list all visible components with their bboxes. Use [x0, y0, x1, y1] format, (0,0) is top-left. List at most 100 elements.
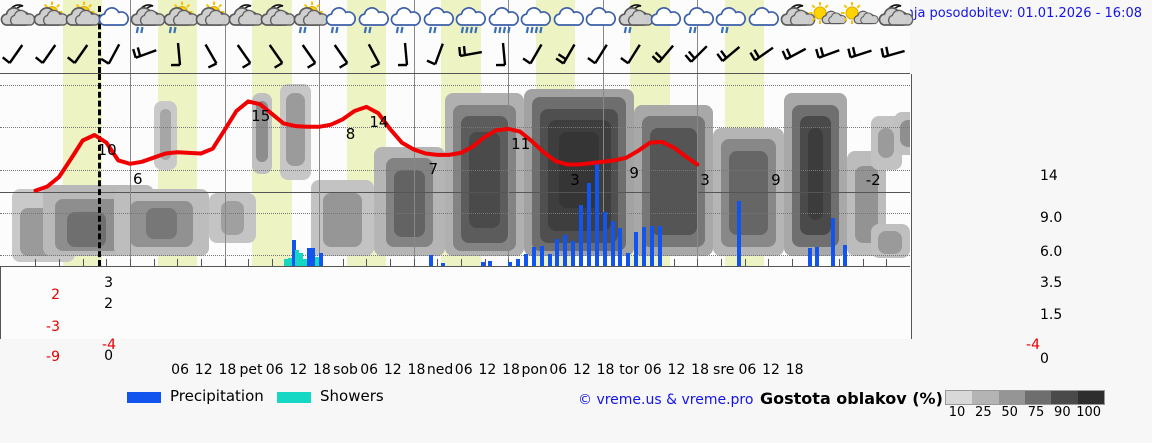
wind-barb [615, 38, 653, 71]
cloud-height-tick-5: 0 [1040, 350, 1049, 367]
day-separator [697, 0, 699, 73]
temperature-curve [33, 99, 700, 193]
cloud-density-region [220, 200, 245, 236]
day-separator [319, 0, 321, 73]
x-axis-label: 18 [596, 362, 615, 378]
precipitation-bar [626, 253, 631, 266]
precipitation-bar [307, 248, 312, 266]
precipitation-bar [539, 246, 544, 266]
x-axis-tick [791, 259, 793, 266]
weather-icon-cloud-sun [30, 1, 69, 36]
cloud-density-step [998, 391, 1025, 404]
precipitation-bar [480, 261, 485, 266]
weather-icon-cloud-moon [875, 2, 914, 36]
temperature-value-label: 9 [771, 170, 781, 189]
cloud-density-tick: 25 [975, 405, 992, 420]
x-axis-tick [697, 259, 699, 266]
temperature-value-label: 6 [133, 169, 143, 188]
x-axis-tick [390, 259, 391, 266]
day-separator [602, 74, 604, 266]
wind-barb [225, 38, 263, 71]
day-separator [508, 74, 510, 266]
precipitation-bar [531, 247, 536, 266]
x-axis-tick [106, 259, 108, 266]
weather-icon-cloud-rain [322, 2, 360, 36]
x-axis-label: pon [521, 362, 548, 378]
day-separator [130, 74, 131, 266]
precipitation-legend-label: Precipitation [170, 387, 264, 405]
x-axis-label: 06 [454, 362, 473, 378]
weather-icon-cloud [95, 2, 133, 36]
cloud-density-tick: 75 [1027, 405, 1045, 420]
cloud-height-tick-0: 14 [1040, 167, 1058, 184]
cloud-height-tick-1: 9.0 [1040, 210, 1063, 227]
x-axis-tick [437, 259, 439, 266]
precipitation-bar [291, 240, 296, 266]
cloud-density-region [559, 131, 599, 209]
x-axis-label: 18 [407, 362, 426, 378]
wind-barb [875, 38, 913, 71]
precipitation-bar [807, 248, 812, 266]
weather-icon-cloud-moon-rain [615, 2, 654, 36]
precipitation-bar [429, 255, 434, 266]
cloud-density-region [878, 127, 895, 159]
x-axis-tick [413, 259, 415, 266]
x-axis-tick [59, 259, 61, 266]
temperature-value-label: 3 [700, 170, 710, 189]
horizontal-gridline [0, 127, 910, 129]
weather-icon-band [0, 0, 914, 73]
cloud-density-step [946, 391, 973, 404]
wind-barb [192, 38, 230, 71]
x-axis-tick [224, 259, 226, 266]
x-axis-tick [130, 259, 131, 266]
x-axis-label: 18 [691, 362, 709, 378]
temperature-value-label: 9 [629, 163, 639, 182]
wind-barb [745, 38, 783, 71]
showers-bar [295, 249, 300, 266]
x-axis-tick [177, 259, 179, 266]
weather-icon-cloud [582, 2, 620, 36]
cloud-density-tick: 100 [1076, 405, 1102, 420]
wind-barb [810, 38, 848, 71]
x-axis-label: 12 [762, 362, 780, 378]
horizontal-gridline [0, 84, 910, 86]
precipitation-bar [815, 247, 820, 266]
x-axis-label: 12 [667, 362, 686, 378]
x-axis-label: 06 [265, 362, 284, 378]
cloud-density-region [728, 150, 769, 236]
showers-bar [283, 258, 288, 266]
horizontal-gridline [0, 212, 910, 214]
precipitation-bar [488, 260, 493, 266]
precipitation-bar [657, 226, 662, 266]
cloud-density-tick: 10 [948, 405, 966, 420]
copyright-link[interactable]: © vreme.us & vreme.pro [578, 392, 754, 408]
precipitation-bar [736, 201, 741, 266]
x-axis-label: sob [333, 362, 358, 378]
wind-barb [680, 38, 718, 71]
showers-bar [287, 257, 292, 266]
weather-icon-cloud-moon [0, 2, 36, 36]
cloud-density-tick: 90 [1054, 405, 1071, 420]
day-separator [508, 0, 510, 73]
x-axis-label: 12 [289, 362, 308, 378]
day-separator [602, 0, 604, 73]
cloud-density-region [285, 93, 306, 167]
wind-barb [420, 38, 458, 71]
precipitation-tick-5: 0 [104, 348, 113, 365]
weather-icon-cloud-rain [420, 2, 458, 36]
x-axis-tick [484, 259, 486, 266]
precipitation-tick-3: 3 [104, 275, 113, 292]
precipitation-bar [642, 227, 647, 266]
wind-barb [387, 38, 425, 71]
x-axis-label: 06 [738, 362, 757, 378]
x-axis-label: 18 [312, 362, 331, 378]
x-axis-label: 12 [194, 362, 213, 378]
weather-icon-cloud [550, 2, 588, 36]
cloud-density-region [900, 120, 910, 147]
day-separator [413, 74, 415, 266]
precipitation-bar [311, 248, 316, 266]
precipitation-bar [319, 253, 324, 266]
weather-icon-cloud-moon [777, 2, 816, 36]
